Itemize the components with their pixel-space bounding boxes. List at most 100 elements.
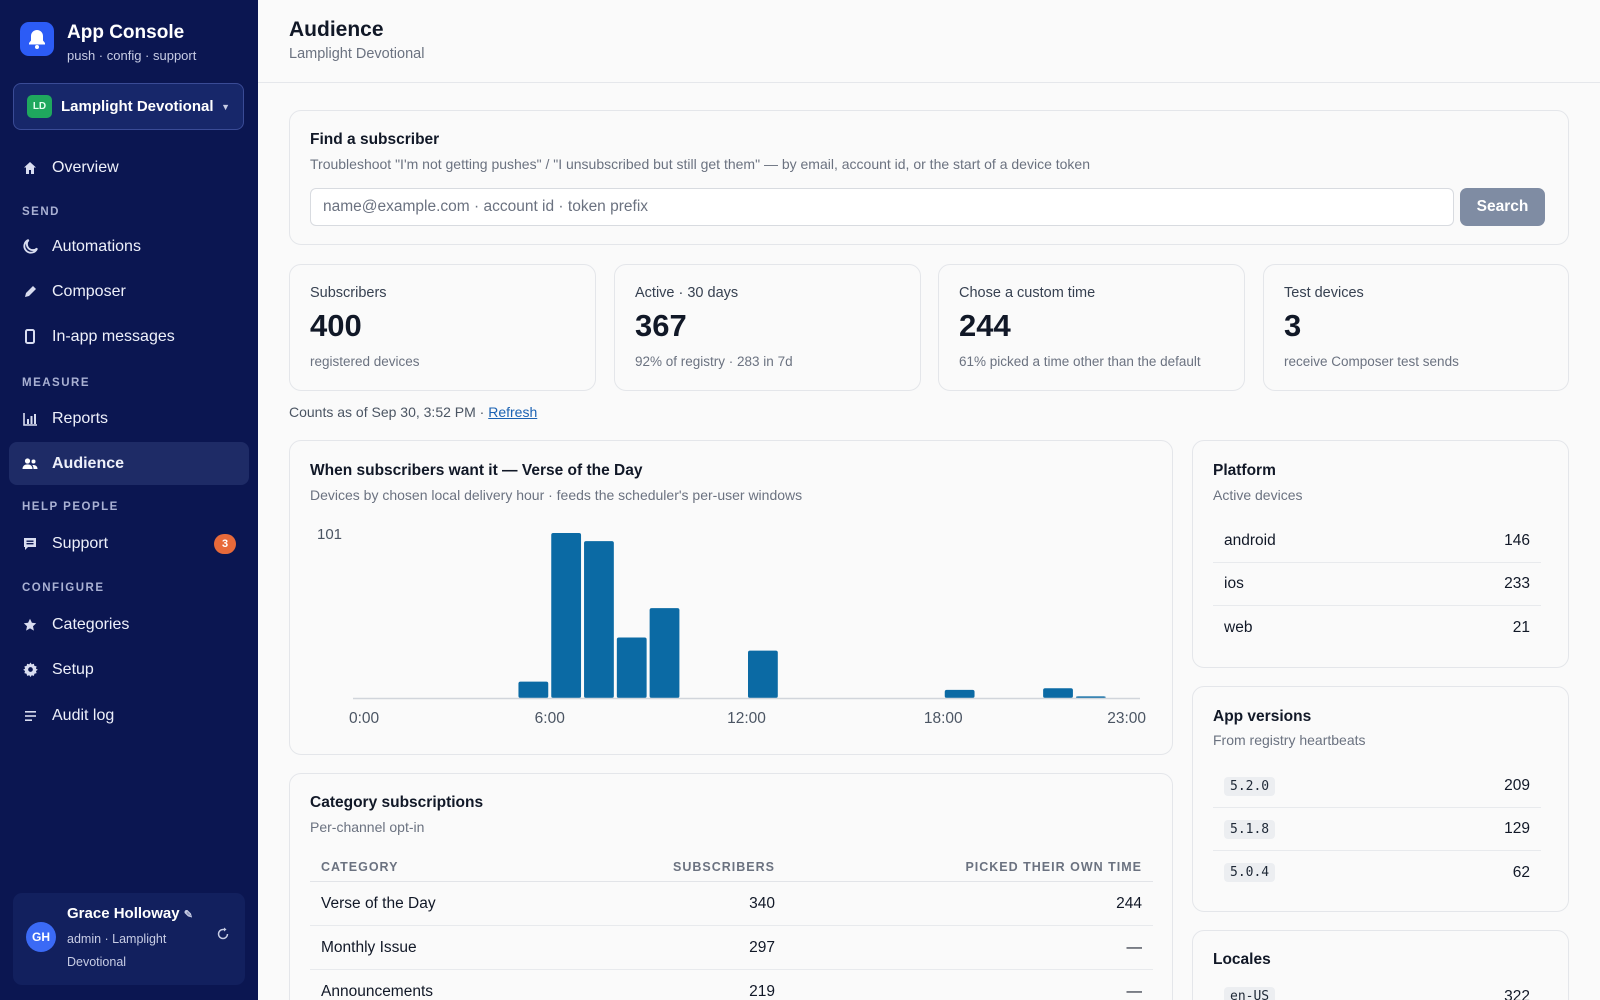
version-count: 62 bbox=[1512, 863, 1530, 881]
search-input[interactable] bbox=[310, 188, 1454, 226]
moon-icon bbox=[22, 239, 38, 255]
version-count: 209 bbox=[1504, 777, 1530, 794]
sidebar: App Console push · config · support LD L… bbox=[0, 0, 258, 1000]
x-tick-label: 6:00 bbox=[535, 710, 566, 727]
platform-row-web: web 21 bbox=[1213, 606, 1541, 649]
version-row: 5.2.0 209 bbox=[1213, 765, 1541, 808]
nav-section-send: SEND bbox=[22, 206, 60, 218]
version-count: 129 bbox=[1504, 820, 1530, 837]
category-subscriptions-card: Category subscriptions Per-channel opt-i… bbox=[289, 773, 1173, 1000]
stat-note: registered devices bbox=[310, 354, 420, 369]
chart-bar bbox=[584, 541, 614, 698]
chart-bar bbox=[748, 650, 778, 698]
app-title: App Console bbox=[67, 22, 185, 43]
version-code: 5.0.4 bbox=[1224, 863, 1276, 882]
platform-row-android: android 146 bbox=[1213, 520, 1541, 563]
nav-item-overview[interactable]: Overview bbox=[9, 146, 249, 189]
chart-bar bbox=[1043, 688, 1073, 698]
counts-timestamp: Counts as of Sep 30, 3:52 PM · Refresh bbox=[289, 404, 537, 420]
user-card: GH Grace Holloway ✎ admin · Lamplight De… bbox=[13, 893, 245, 985]
x-tick-label: 0:00 bbox=[349, 710, 380, 727]
platform-name: web bbox=[1224, 618, 1253, 636]
app-versions-card: App versions From registry heartbeats 5.… bbox=[1192, 686, 1569, 912]
stat-card-active-30-days: Active · 30 days 367 92% of registry · 2… bbox=[614, 264, 921, 391]
version-code: 5.2.0 bbox=[1224, 776, 1276, 796]
brand: App Console push · config · support bbox=[20, 22, 196, 63]
support-count-badge: 3 bbox=[214, 533, 236, 554]
user-name-text: Grace Holloway bbox=[67, 905, 180, 922]
stat-value: 367 bbox=[635, 308, 687, 343]
category-subscribers: 340 bbox=[749, 895, 775, 912]
page-header: Audience Lamplight Devotional bbox=[258, 0, 1600, 83]
chart-bar bbox=[616, 637, 647, 698]
category-subscribers: 297 bbox=[749, 939, 775, 956]
find-subscriber-card: Find a subscriber Troubleshoot "I'm not … bbox=[289, 110, 1569, 245]
refresh-link[interactable]: Refresh bbox=[488, 404, 538, 420]
stat-note: 92% of registry · 283 in 7d bbox=[635, 354, 793, 369]
nav-label: Setup bbox=[52, 660, 94, 678]
platform-count: 21 bbox=[1512, 618, 1530, 636]
org-badge: LD bbox=[27, 95, 52, 118]
nav-label: Audience bbox=[52, 454, 125, 472]
table-row: Verse of the Day 340 244 bbox=[310, 882, 1153, 926]
nav-item-in-app-messages[interactable]: In-app messages bbox=[9, 315, 249, 358]
users-icon bbox=[22, 456, 38, 472]
chart-bar bbox=[649, 608, 680, 698]
locale-count: 322 bbox=[1504, 987, 1530, 1000]
edit-name-icon[interactable]: ✎ bbox=[183, 909, 193, 921]
platform-name: android bbox=[1224, 532, 1276, 549]
platform-card: Platform Active devices android 146 ios … bbox=[1192, 440, 1569, 668]
version-row: 5.0.4 62 bbox=[1213, 851, 1541, 894]
y-max-label: 101 bbox=[317, 526, 342, 543]
find-subscriber-description: Troubleshoot "I'm not getting pushes" / … bbox=[310, 156, 1090, 172]
locales-card: Locales en-US 322 bbox=[1192, 930, 1569, 1000]
nav-item-audience[interactable]: Audience bbox=[9, 442, 249, 485]
stat-value: 400 bbox=[310, 308, 362, 343]
column-header-category: CATEGORY bbox=[321, 860, 399, 874]
nav-item-support[interactable]: Support 3 bbox=[9, 522, 249, 565]
stat-note: 61% picked a time other than the default bbox=[959, 354, 1201, 369]
home-icon bbox=[22, 160, 38, 176]
stat-note: receive Composer test sends bbox=[1284, 354, 1459, 369]
category-subscribers: 219 bbox=[749, 983, 775, 1000]
platform-subtitle: Active devices bbox=[1213, 487, 1303, 503]
version-code: 5.1.8 bbox=[1224, 819, 1276, 839]
x-tick-label: 18:00 bbox=[924, 710, 963, 727]
x-tick-label: 12:00 bbox=[727, 710, 766, 727]
nav-item-automations[interactable]: Automations bbox=[9, 225, 249, 268]
category-name: Monthly Issue bbox=[321, 939, 417, 956]
nav-section-measure: MEASURE bbox=[22, 377, 91, 389]
phone-icon bbox=[22, 329, 38, 345]
nav-item-categories[interactable]: Categories bbox=[9, 603, 249, 646]
column-header-subscribers: SUBSCRIBERS bbox=[673, 860, 775, 874]
chat-icon bbox=[22, 536, 38, 552]
platform-count: 233 bbox=[1504, 575, 1530, 592]
chart-bar bbox=[551, 533, 582, 698]
stat-value: 3 bbox=[1284, 308, 1302, 343]
app-versions-title: App versions bbox=[1213, 708, 1312, 725]
locale-row: en-US 322 bbox=[1213, 975, 1541, 1000]
find-subscriber-title: Find a subscriber bbox=[310, 131, 440, 148]
table-row: Announcements 219 — bbox=[310, 970, 1153, 1000]
table-row: Monthly Issue 297 — bbox=[310, 926, 1153, 970]
nav-section-configure: CONFIGURE bbox=[22, 582, 105, 594]
stat-label: Active · 30 days bbox=[635, 285, 739, 301]
category-own-time: — bbox=[1126, 939, 1143, 956]
nav-item-composer[interactable]: Composer bbox=[9, 270, 249, 313]
nav-label: Support bbox=[52, 534, 109, 552]
x-tick-label: 23:00 bbox=[1107, 710, 1146, 727]
nav-label: Reports bbox=[52, 409, 109, 427]
switch-account-icon[interactable] bbox=[216, 927, 232, 943]
chart-bar bbox=[1075, 696, 1106, 698]
chart-bar bbox=[944, 689, 975, 698]
chevron-down-icon: ▼ bbox=[221, 101, 230, 112]
chart-bar bbox=[518, 681, 549, 698]
page-title: Audience bbox=[289, 18, 384, 41]
nav-item-audit-log[interactable]: Audit log bbox=[9, 694, 249, 737]
nav-item-reports[interactable]: Reports bbox=[9, 397, 249, 440]
nav-item-setup[interactable]: Setup bbox=[9, 648, 249, 691]
search-button[interactable]: Search bbox=[1460, 188, 1545, 226]
stat-label: Subscribers bbox=[310, 285, 387, 301]
org-switcher[interactable]: LD Lamplight Devotional ▼ bbox=[13, 83, 244, 130]
avatar: GH bbox=[26, 922, 56, 952]
